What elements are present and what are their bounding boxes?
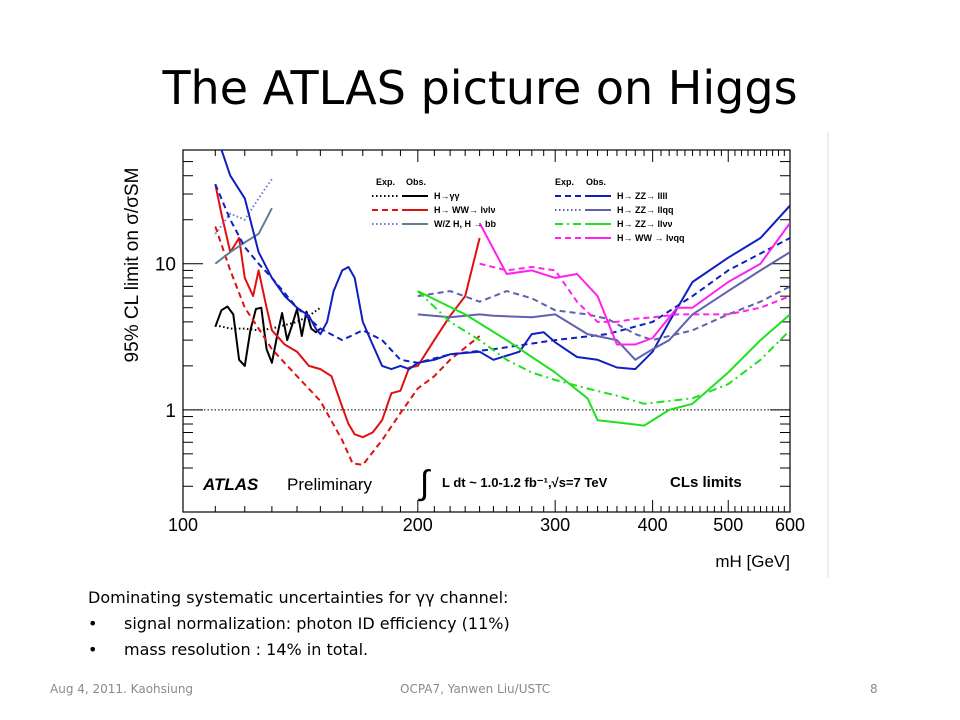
x-tick-label: 600 bbox=[775, 515, 805, 535]
series-observed-line bbox=[417, 251, 790, 361]
legend-header-exp: Exp. bbox=[376, 177, 395, 187]
legend-label: H→γγ bbox=[434, 191, 460, 201]
legend-label: H→ ZZ→ llνν bbox=[617, 219, 673, 229]
x-axis-label: mH [GeV] bbox=[715, 552, 790, 571]
footer-page: 8 bbox=[870, 682, 878, 696]
legend-label: W/Z H, H → bb bbox=[434, 219, 496, 229]
legend-header-exp: Exp. bbox=[555, 177, 574, 187]
notes-heading: Dominating systematic uncertainties for … bbox=[88, 588, 509, 607]
series-observed-line bbox=[478, 222, 790, 346]
series-expected-line bbox=[417, 285, 790, 342]
y-tick-label: 1 bbox=[165, 401, 176, 422]
series-expected-line bbox=[417, 290, 790, 405]
bullet-text: signal normalization: photon ID efficien… bbox=[124, 614, 510, 633]
bullet-dot: • bbox=[88, 640, 98, 659]
bullet-text: mass resolution : 14% in total. bbox=[124, 640, 369, 659]
cls-label: CLs limits bbox=[670, 474, 742, 491]
integral-sign: ∫ bbox=[418, 464, 431, 502]
legend-label: H→ ZZ→ llll bbox=[617, 191, 668, 201]
bullet-item: • mass resolution : 14% in total. bbox=[88, 637, 510, 663]
series-observed-line bbox=[214, 305, 322, 367]
x-tick-label: 100 bbox=[168, 515, 198, 535]
luminosity-label: L dt ~ 1.0-1.2 fb⁻¹,√s=7 TeV bbox=[442, 475, 608, 490]
footer-date: Aug 4, 2011. Kaohsiung bbox=[50, 682, 194, 696]
legend-label: H→ ZZ→ llqq bbox=[617, 205, 674, 215]
legend-header-obs: Obs. bbox=[406, 177, 426, 187]
series-expected-line bbox=[214, 183, 790, 364]
x-tick-label: 500 bbox=[713, 515, 743, 535]
legend-header-obs: Obs. bbox=[586, 177, 606, 187]
bullet-dot: • bbox=[88, 614, 98, 633]
preliminary-label: Preliminary bbox=[287, 475, 373, 494]
series-expected-line bbox=[214, 178, 273, 235]
series-expected-line bbox=[479, 262, 790, 323]
x-tick-label: 200 bbox=[403, 515, 433, 535]
series-expected-line bbox=[214, 226, 481, 466]
x-tick-label: 300 bbox=[540, 515, 570, 535]
x-tick-label: 400 bbox=[638, 515, 668, 535]
notes: Dominating systematic uncertainties for … bbox=[88, 585, 510, 663]
y-tick-label: 10 bbox=[155, 255, 176, 276]
bullet-item: • signal normalization: photon ID effici… bbox=[88, 611, 510, 637]
legend-label: H→ WW → lνqq bbox=[617, 233, 685, 243]
series-observed-line bbox=[417, 290, 790, 427]
series-observed-line bbox=[214, 207, 273, 265]
series-observed-line bbox=[220, 150, 790, 371]
y-axis-label: 95% CL limit on σ/σSM bbox=[122, 168, 143, 363]
footer-center: OCPA7, Yanwen Liu/USTC bbox=[400, 682, 551, 696]
atlas-label: ATLAS bbox=[202, 475, 259, 494]
legend-label: H→ WW→ lνlν bbox=[434, 205, 496, 215]
slide-title: The ATLAS picture on Higgs bbox=[162, 61, 798, 115]
